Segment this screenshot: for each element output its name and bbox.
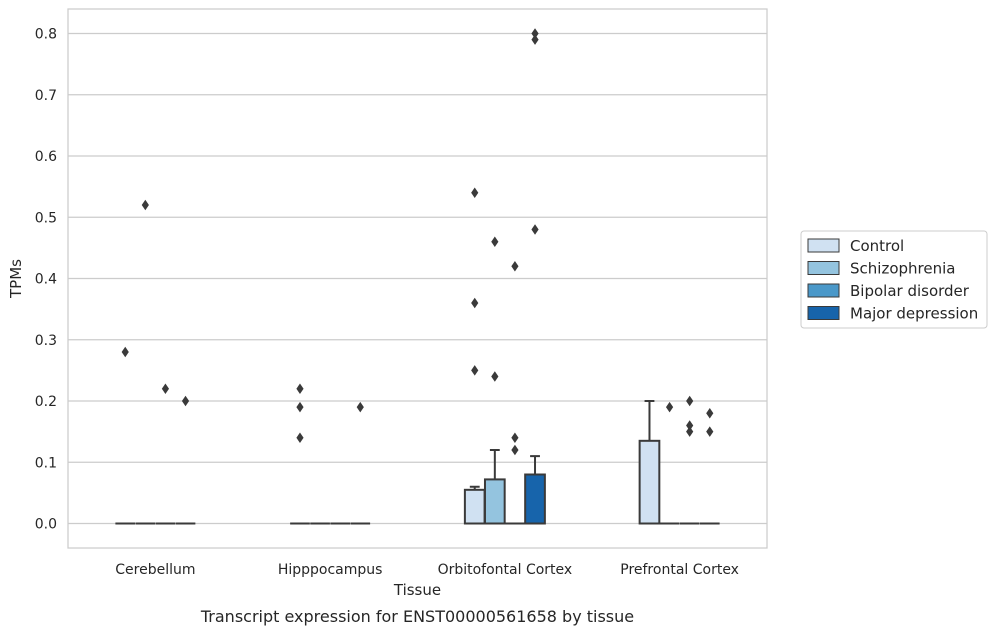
box-bipolar-disorder [679,395,700,525]
outlier-point [531,28,539,39]
box-bipolar-disorder [155,383,176,525]
box-bipolar-disorder [505,261,525,525]
outlier-point [491,236,499,247]
legend-swatch [807,283,840,298]
legend-swatch [807,306,840,320]
legend-items: Control Schizophrenia Bipolar disorder Majo… [807,237,978,323]
outlier-point [141,199,149,211]
box-major-depression [350,401,371,525]
box-major-depression [175,395,196,525]
outlier-point [706,426,714,437]
outlier-point [491,371,499,382]
legend-swatch [807,238,840,253]
outlier-point [511,432,519,443]
outlier-point [686,420,694,431]
x-tick-label: Cerebellum [115,562,195,578]
box-schizophrenia [135,199,156,525]
y-axis-title: TPMs [7,259,25,299]
outlier-point [471,297,479,309]
outlier-point [296,383,304,394]
box-schizophrenia [483,236,506,525]
outlier-point [181,395,190,407]
outlier-point [531,224,539,235]
x-tick-label: Prefrontal Cortex [620,562,739,578]
box-body [483,478,506,525]
box-body [463,488,486,525]
plot-area-frame [67,8,768,549]
legend: Control Schizophrenia Bipolar disorder Majo… [800,230,988,329]
y-tick-label: 0.1 [35,455,57,471]
y-axis-ticks: 0.0 0.1 0.2 0.3 0.4 0.5 0.6 0.7 0.8 [35,27,57,533]
x-tick-label: Hipppocampus [278,562,383,578]
box-control [115,346,136,525]
chart-caption: Transcript expression for ENST0000056165… [200,607,634,626]
outlier-point [665,401,674,413]
y-tick-label: 0.0 [35,517,57,533]
outlier-point [511,261,519,272]
outlier-point [356,401,364,413]
box-control [638,400,661,525]
x-tick-label: Orbitofontal Cortex [438,562,573,578]
outlier-point [296,401,304,413]
legend-label: Schizophrenia [850,260,955,278]
box-major-depression [524,28,546,525]
outlier-point [296,432,304,443]
outlier-point [471,187,479,198]
box-schizophrenia [659,401,680,525]
x-axis-title: Tissue [393,581,441,599]
box-body [524,473,546,525]
outlier-point [686,395,694,407]
y-tick-label: 0.4 [35,272,57,288]
outlier-point [121,346,129,358]
legend-label: Bipolar disorder [850,282,970,300]
legend-swatch [807,261,840,275]
box-major-depression [699,408,720,525]
legend-label: Major depression [850,305,978,323]
y-tick-label: 0.6 [35,149,57,165]
y-tick-label: 0.3 [35,333,57,349]
box-control [463,187,486,525]
outlier-point [686,426,694,437]
gridlines [68,32,767,525]
box-body [638,439,661,525]
y-tick-label: 0.8 [35,27,57,43]
y-tick-label: 0.2 [35,394,57,410]
outlier-point [706,408,714,419]
outlier-point [471,365,479,376]
y-tick-label: 0.5 [35,210,57,226]
outlier-point [161,383,170,394]
x-axis-ticks: Cerebellum Hipppocampus Orbitofontal Corte… [115,562,739,578]
outlier-point [531,34,539,45]
outlier-point [511,444,519,456]
legend-frame [800,230,988,329]
legend-label: Control [850,237,904,255]
box-plot-series [115,28,720,525]
box-control [290,383,310,525]
y-tick-label: 0.7 [35,88,57,104]
